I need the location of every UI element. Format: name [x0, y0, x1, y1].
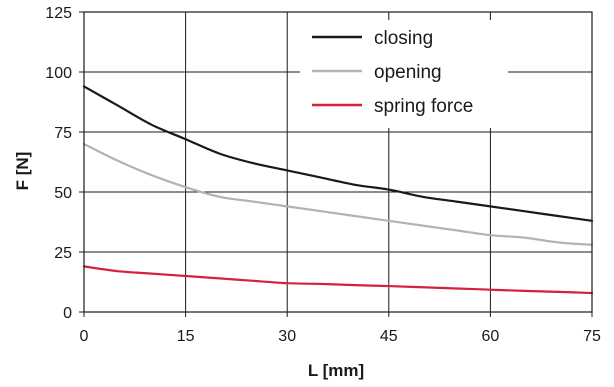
- series-line-closing: [82, 85, 594, 222]
- x-tick-label: 15: [177, 328, 195, 345]
- x-tick-label: 0: [80, 328, 89, 345]
- tick-labels: 0 15 30 45 60 75 0 25 50 75 100 125: [45, 5, 601, 345]
- legend: closing opening spring force: [300, 20, 508, 128]
- y-tick-label: 100: [45, 65, 72, 82]
- x-tick-label: 45: [380, 328, 398, 345]
- series-lines: [82, 85, 594, 295]
- series-line-spring-force: [82, 265, 594, 295]
- legend-label-spring-force: spring force: [374, 96, 473, 117]
- legend-label-closing: closing: [374, 28, 433, 49]
- y-tick-label: 125: [45, 5, 72, 22]
- series-line-opening: [82, 142, 594, 246]
- x-tick-label: 60: [482, 328, 500, 345]
- plot-frame: [83, 11, 593, 313]
- y-tick-label: 25: [54, 245, 72, 262]
- plot-border: [83, 11, 593, 313]
- y-tick-label: 75: [54, 125, 72, 142]
- legend-label-opening: opening: [374, 62, 442, 83]
- x-tick-label: 30: [278, 328, 296, 345]
- y-tick-label: 50: [54, 185, 72, 202]
- y-axis-title: F [N]: [13, 152, 32, 191]
- x-tick-label: 75: [583, 328, 601, 345]
- y-tick-label: 0: [63, 305, 72, 322]
- x-axis-title: L [mm]: [308, 361, 364, 380]
